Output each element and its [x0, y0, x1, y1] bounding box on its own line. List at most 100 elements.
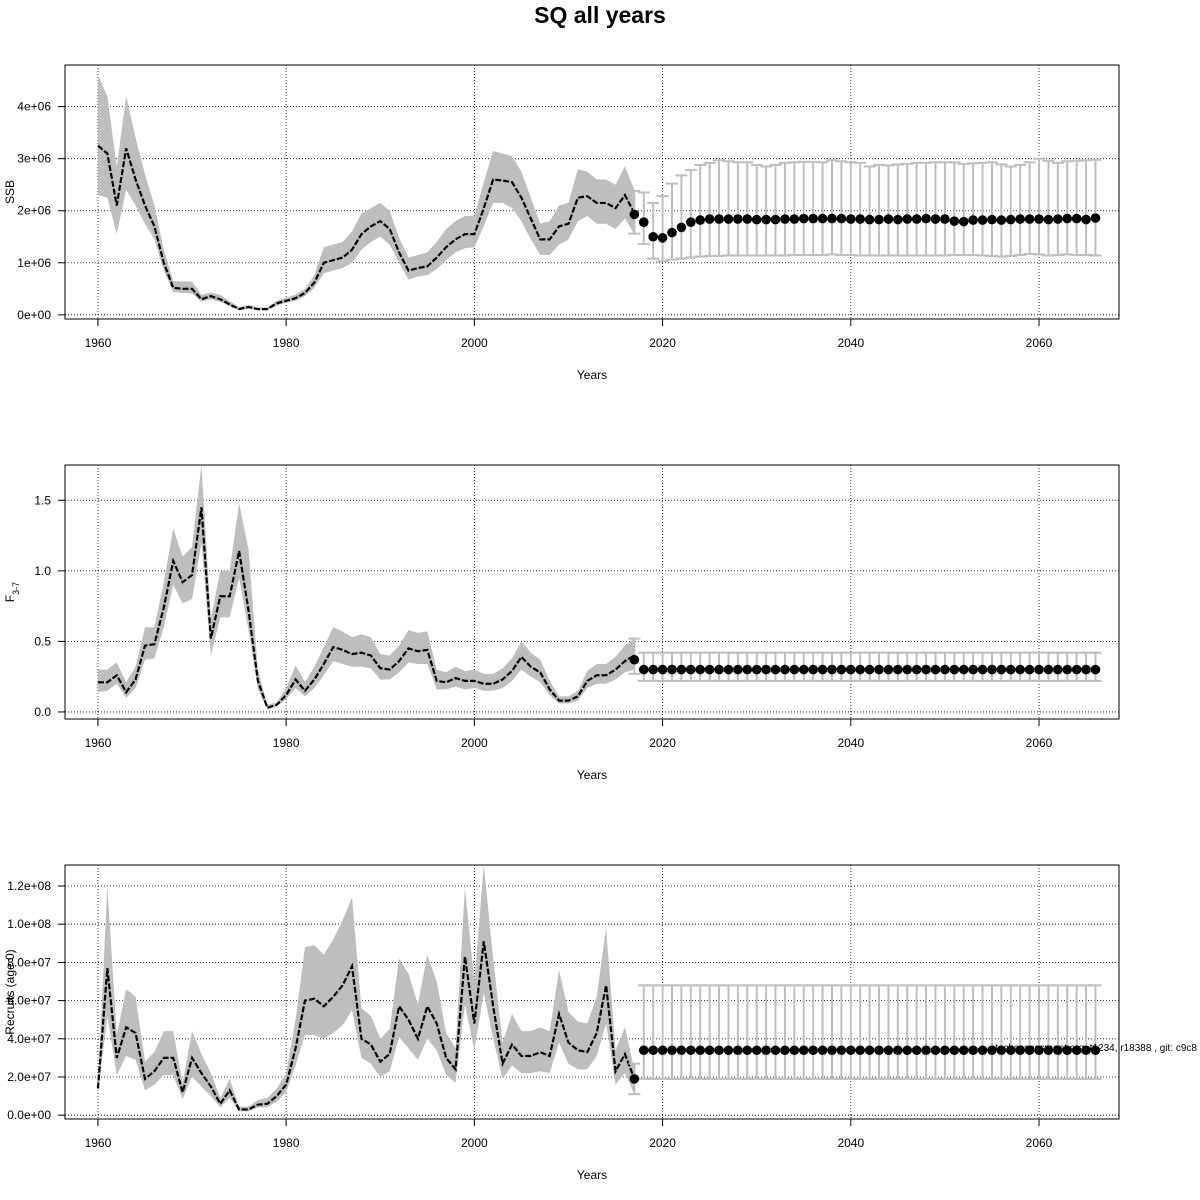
- projection-point: [695, 664, 706, 675]
- projection-point: [883, 664, 894, 675]
- projection-point: [808, 664, 818, 675]
- x-tick-label: 2000: [461, 336, 488, 350]
- x-tick-label: 2040: [837, 336, 864, 350]
- y-tick-label: 1.5: [34, 493, 51, 507]
- x-tick-label: 2040: [837, 736, 864, 750]
- projection-point: [958, 1045, 969, 1056]
- projection-point: [667, 664, 677, 675]
- projection-point: [864, 214, 875, 225]
- projection-point: [648, 1045, 658, 1056]
- projection-point: [949, 1045, 960, 1056]
- projection-point: [911, 664, 922, 675]
- projection-point: [845, 1045, 856, 1056]
- projection-point: [958, 664, 969, 675]
- projection-point: [1034, 664, 1044, 675]
- projection-point: [770, 664, 781, 675]
- x-tick-label: 2020: [649, 736, 676, 750]
- projection-point: [638, 664, 649, 675]
- projection-point: [780, 1045, 790, 1056]
- y-tick-label: 1.0: [34, 564, 51, 578]
- projection-point: [968, 664, 978, 675]
- projection-point: [958, 216, 969, 227]
- projection-point: [1005, 664, 1016, 675]
- projection-point: [704, 1045, 715, 1056]
- projection-point: [949, 216, 960, 226]
- projection-point: [921, 664, 931, 675]
- projection-point: [704, 664, 715, 675]
- projection-point: [845, 214, 856, 224]
- y-tick-label: 3e+06: [17, 152, 51, 166]
- panel-ssb: 1960 1980 2000 2020 2040 2060 0e+00 1e+06 2e+06 3…: [3, 64, 1120, 382]
- y-axis-title-subscript: 3-7: [11, 582, 21, 595]
- projection-point: [1071, 213, 1082, 224]
- projection-point: [845, 664, 856, 675]
- x-tick-label: 2060: [1026, 736, 1053, 750]
- projection-point: [742, 1045, 753, 1056]
- projection-point: [911, 214, 922, 224]
- projection-point: [827, 213, 837, 224]
- projection-point: [686, 1045, 696, 1056]
- projection-point: [1081, 664, 1091, 675]
- projection-point: [940, 214, 950, 224]
- projection-point: [770, 1045, 781, 1056]
- x-axis-title: Years: [577, 368, 607, 382]
- projection-point: [733, 664, 743, 675]
- projection-point: [1090, 213, 1101, 223]
- x-tick-label: 1980: [273, 1136, 300, 1150]
- projection-point: [714, 1045, 724, 1056]
- projection-point: [723, 664, 734, 675]
- y-tick-label: 0.0: [34, 705, 51, 719]
- confidence-band: [97, 465, 635, 710]
- projection-point: [667, 1045, 677, 1056]
- projection-point: [987, 1045, 997, 1056]
- projection-point: [893, 664, 903, 675]
- projection-point: [883, 1045, 894, 1056]
- projection-point: [657, 664, 668, 675]
- projection-point: [836, 1045, 847, 1056]
- projection-point: [883, 214, 894, 224]
- y-tick-label: 4e+06: [17, 100, 51, 114]
- panel-recruits: 1960 1980 2000 2020 2040 2060 0.0e+00 2.0e+07 4.…: [3, 864, 1120, 1182]
- projection-point: [676, 1045, 687, 1056]
- y-tick-label: 0.5: [34, 634, 51, 648]
- projection-point: [827, 664, 837, 675]
- y-tick-label: 1.0e+08: [7, 917, 51, 931]
- projection-point: [798, 664, 809, 675]
- x-tick-label: 2060: [1026, 336, 1053, 350]
- projection-point: [1024, 1045, 1035, 1056]
- y-tick-label: 2e+06: [17, 204, 51, 218]
- plot-frame: [64, 864, 1120, 1120]
- projection-point: [1015, 1045, 1025, 1056]
- x-tick-label: 1960: [85, 336, 112, 350]
- projection-point: [657, 233, 668, 243]
- projection-point: [808, 213, 818, 224]
- projection-point: [638, 1045, 649, 1056]
- projection-point: [817, 664, 828, 675]
- y-axis-title: F3-7: [3, 582, 21, 602]
- x-tick-label: 2040: [837, 1136, 864, 1150]
- projection-point: [1090, 1045, 1101, 1056]
- projection-point: [629, 209, 640, 220]
- projection-point: [742, 664, 753, 675]
- projection-point: [742, 214, 753, 224]
- projection-point: [874, 214, 884, 225]
- projection-point: [893, 214, 903, 225]
- projection-point: [695, 1045, 706, 1056]
- projection-point: [714, 664, 724, 675]
- projection-point: [1090, 664, 1101, 675]
- projection-point: [987, 214, 997, 225]
- projection-point: [1034, 214, 1044, 224]
- projection-point: [733, 1045, 743, 1056]
- projection-point: [789, 1045, 800, 1056]
- projection-point: [1071, 664, 1082, 675]
- projection-point: [911, 1045, 922, 1056]
- projection-point: [902, 1045, 913, 1056]
- y-tick-label: 0.0e+00: [7, 1108, 51, 1122]
- projection-point: [921, 1045, 931, 1056]
- x-tick-label: 2060: [1026, 1136, 1053, 1150]
- projection-point: [1015, 664, 1025, 675]
- projection-point: [940, 1045, 950, 1056]
- projection-point: [686, 217, 696, 227]
- projection-point: [1043, 214, 1054, 225]
- footnote: stockassessment.org, t1234, r18388 , git…: [990, 1043, 1197, 1054]
